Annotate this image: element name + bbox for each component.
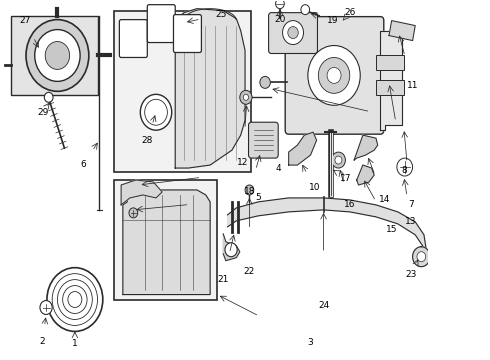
Circle shape [47,268,103,332]
Circle shape [288,27,298,39]
FancyBboxPatch shape [269,13,318,54]
FancyBboxPatch shape [120,20,147,58]
Circle shape [283,21,303,45]
Circle shape [260,76,270,88]
FancyBboxPatch shape [173,15,201,53]
Text: 20: 20 [274,15,286,24]
Text: 18: 18 [244,188,255,197]
Circle shape [240,90,252,104]
Text: 25: 25 [216,10,227,19]
Bar [114,180,217,300]
Polygon shape [175,9,245,168]
Circle shape [244,94,248,100]
Text: 2: 2 [40,337,46,346]
Polygon shape [357,165,374,185]
Bar [11,15,98,95]
Bar [376,55,404,71]
Circle shape [40,301,52,315]
Text: 14: 14 [379,195,391,204]
Text: 8: 8 [401,166,407,175]
Text: 17: 17 [340,174,351,183]
Circle shape [44,92,53,102]
Circle shape [318,58,350,93]
Circle shape [245,185,254,195]
Circle shape [140,94,172,130]
Text: 4: 4 [275,163,281,172]
Text: 16: 16 [344,201,356,210]
Circle shape [301,5,310,15]
Circle shape [275,0,284,9]
FancyBboxPatch shape [147,5,175,42]
Circle shape [417,252,426,262]
Circle shape [129,208,138,218]
Circle shape [225,243,237,257]
Polygon shape [380,31,407,130]
Circle shape [327,67,341,84]
Text: 5: 5 [255,193,261,202]
Text: 29: 29 [37,108,49,117]
Polygon shape [223,234,240,261]
Text: 23: 23 [405,270,416,279]
Text: 7: 7 [408,201,414,210]
Polygon shape [121,180,162,205]
Text: 1: 1 [72,339,78,348]
Polygon shape [123,190,210,294]
Text: 24: 24 [318,301,329,310]
Circle shape [35,30,80,81]
Circle shape [397,158,413,176]
Polygon shape [354,135,378,160]
Text: 21: 21 [218,275,229,284]
Circle shape [331,152,345,168]
Text: 10: 10 [309,184,320,193]
Text: 12: 12 [237,158,248,167]
Text: 27: 27 [20,16,31,25]
Text: 3: 3 [308,338,314,347]
Bar [114,11,251,172]
Text: 6: 6 [81,159,86,168]
Bar [376,80,404,95]
Circle shape [335,156,342,164]
Polygon shape [289,132,317,165]
Circle shape [45,41,70,69]
Text: 22: 22 [244,267,255,276]
FancyBboxPatch shape [248,122,278,158]
Text: 19: 19 [326,16,338,25]
Polygon shape [227,198,427,265]
Text: 26: 26 [344,8,355,17]
Circle shape [308,45,360,105]
Polygon shape [413,247,430,267]
Polygon shape [389,21,415,41]
Text: 28: 28 [142,136,153,145]
FancyBboxPatch shape [285,17,384,134]
Text: 11: 11 [407,81,418,90]
Text: 13: 13 [405,217,416,226]
Text: 15: 15 [386,225,397,234]
Circle shape [26,20,89,91]
